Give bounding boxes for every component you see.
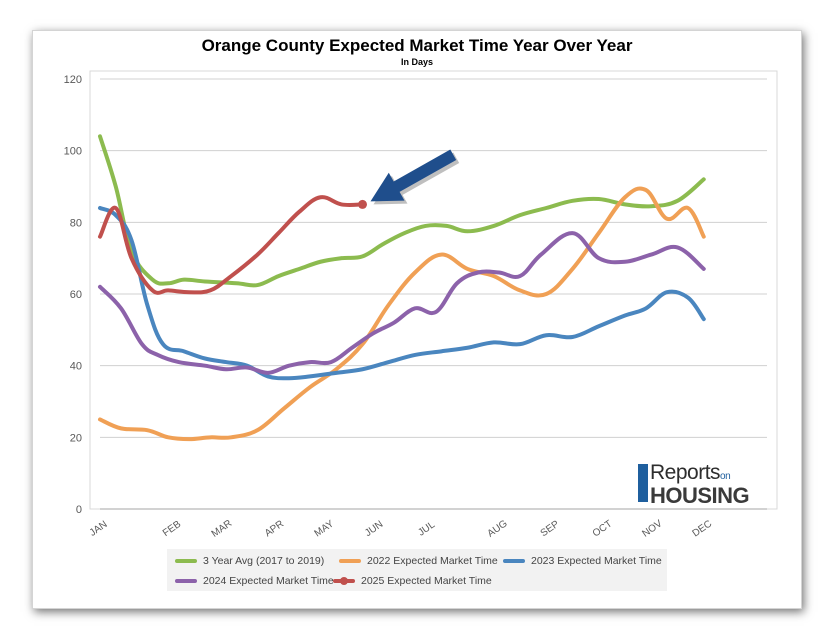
reports-on-housing-logo: Reportson HOUSING xyxy=(638,461,770,509)
x-tick-label: JUL xyxy=(416,519,437,538)
x-tick-label: FEB xyxy=(161,519,184,539)
x-tick-label: NOV xyxy=(640,518,664,540)
series-line-2 xyxy=(98,206,706,381)
x-tick-label: JAN xyxy=(88,519,110,539)
y-tick-label: 100 xyxy=(64,146,82,158)
legend-swatch xyxy=(333,577,355,585)
series-line-1 xyxy=(98,186,706,442)
chart-legend: 3 Year Avg (2017 to 2019) 2022 Expected … xyxy=(167,549,667,591)
legend-swatch xyxy=(175,559,197,563)
series-line-4 xyxy=(98,195,365,295)
line-chart: 0 20 40 60 80 100 120 JAN FEB MAR APR MAY JUN JUL AUG S… xyxy=(64,70,778,540)
legend-item-series-0: 3 Year Avg (2017 to 2019) xyxy=(175,555,324,567)
legend-item-series-2: 2023 Expected Market Time xyxy=(503,555,662,567)
x-tick-label: AUG xyxy=(486,518,510,540)
series-end-marker xyxy=(358,199,367,209)
legend-swatch xyxy=(503,559,525,563)
y-tick-label: 40 xyxy=(70,361,82,373)
y-tick-label: 80 xyxy=(70,217,82,229)
y-tick-label: 20 xyxy=(70,432,82,444)
legend-swatch xyxy=(339,559,361,563)
y-tick-label: 0 xyxy=(76,504,82,516)
legend-item-series-3: 2024 Expected Market Time xyxy=(175,575,334,587)
chart-title: Orange County Expected Market Time Year … xyxy=(201,36,633,55)
series-line-0 xyxy=(98,134,706,288)
logo-mark-icon xyxy=(638,464,648,502)
chart-subtitle: In Days xyxy=(400,57,433,67)
legend-item-series-4: 2025 Expected Market Time xyxy=(333,575,492,587)
x-tick-label: JUN xyxy=(363,519,385,539)
arrow-icon xyxy=(370,149,460,205)
series-line-3 xyxy=(98,231,706,375)
y-tick-label: 120 xyxy=(64,74,82,86)
x-tick-label: DEC xyxy=(691,518,715,539)
x-tick-label: OCT xyxy=(591,518,615,539)
legend-swatch xyxy=(175,579,197,583)
y-tick-label: 60 xyxy=(70,289,82,301)
x-tick-label: APR xyxy=(263,519,286,540)
legend-item-series-1: 2022 Expected Market Time xyxy=(339,555,498,567)
x-tick-label: MAY xyxy=(313,518,337,539)
x-tick-label: SEP xyxy=(539,519,562,540)
x-tick-label: MAR xyxy=(210,518,235,540)
chart-card: Orange County Expected Market Time Year … xyxy=(32,30,802,609)
